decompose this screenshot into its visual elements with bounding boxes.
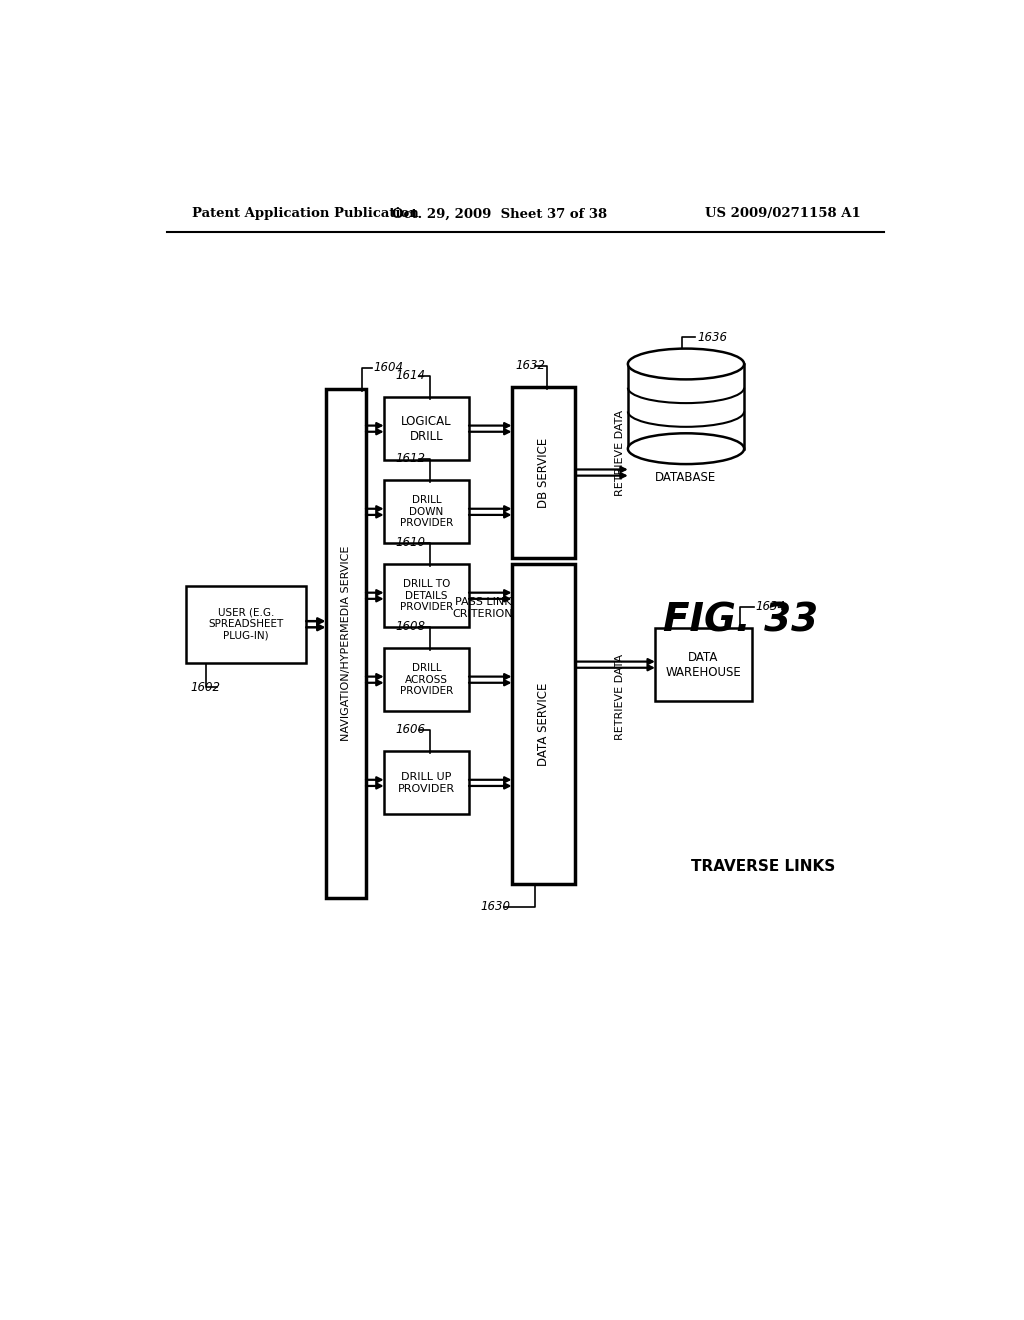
Text: RETRIEVE DATA: RETRIEVE DATA — [615, 655, 625, 741]
Text: 1604: 1604 — [374, 362, 403, 375]
Bar — [655, 628, 752, 701]
Text: FIG. 33: FIG. 33 — [663, 602, 818, 639]
Text: DATABASE: DATABASE — [655, 471, 717, 484]
Text: LOGICAL
DRILL: LOGICAL DRILL — [401, 414, 452, 442]
Text: NAVIGATION/HYPERMEDIA SERVICE: NAVIGATION/HYPERMEDIA SERVICE — [341, 545, 351, 742]
Text: DRILL TO
DETAILS
PROVIDER: DRILL TO DETAILS PROVIDER — [399, 579, 453, 612]
Text: 1612: 1612 — [395, 453, 425, 465]
Bar — [384, 564, 469, 627]
Text: US 2009/0271158 A1: US 2009/0271158 A1 — [705, 207, 860, 220]
Text: USER (E.G.
SPREADSHEET
PLUG-IN): USER (E.G. SPREADSHEET PLUG-IN) — [209, 607, 284, 640]
Text: 1630: 1630 — [480, 900, 511, 913]
Text: DATA SERVICE: DATA SERVICE — [537, 682, 550, 766]
Bar — [384, 751, 469, 814]
Ellipse shape — [628, 348, 744, 379]
Text: DB SERVICE: DB SERVICE — [537, 437, 550, 508]
Text: 1606: 1606 — [395, 723, 425, 737]
Text: DATA
WAREHOUSE: DATA WAREHOUSE — [666, 651, 741, 678]
Text: 1634: 1634 — [756, 601, 785, 612]
Text: Patent Application Publication: Patent Application Publication — [191, 207, 418, 220]
Bar — [628, 364, 744, 449]
Text: RETRIEVE DATA: RETRIEVE DATA — [615, 411, 625, 496]
Text: DRILL
ACROSS
PROVIDER: DRILL ACROSS PROVIDER — [399, 663, 453, 696]
Bar — [384, 397, 469, 461]
Text: Oct. 29, 2009  Sheet 37 of 38: Oct. 29, 2009 Sheet 37 of 38 — [392, 207, 607, 220]
Text: 1602: 1602 — [190, 681, 220, 694]
Text: 1614: 1614 — [395, 370, 425, 381]
Bar — [326, 389, 366, 898]
Text: 1636: 1636 — [697, 330, 728, 343]
Bar — [186, 586, 306, 663]
Text: 1608: 1608 — [395, 620, 425, 634]
Text: 1610: 1610 — [395, 536, 425, 549]
Text: DRILL UP
PROVIDER: DRILL UP PROVIDER — [397, 772, 455, 793]
Text: TRAVERSE LINKS: TRAVERSE LINKS — [691, 859, 836, 874]
Text: 1632: 1632 — [515, 359, 546, 372]
Text: DRILL
DOWN
PROVIDER: DRILL DOWN PROVIDER — [399, 495, 453, 528]
Bar — [512, 387, 575, 558]
Ellipse shape — [628, 433, 744, 465]
Bar — [384, 648, 469, 711]
Bar — [512, 564, 575, 884]
Bar — [384, 480, 469, 544]
Text: PASS LINK
CRITERION: PASS LINK CRITERION — [453, 597, 513, 619]
